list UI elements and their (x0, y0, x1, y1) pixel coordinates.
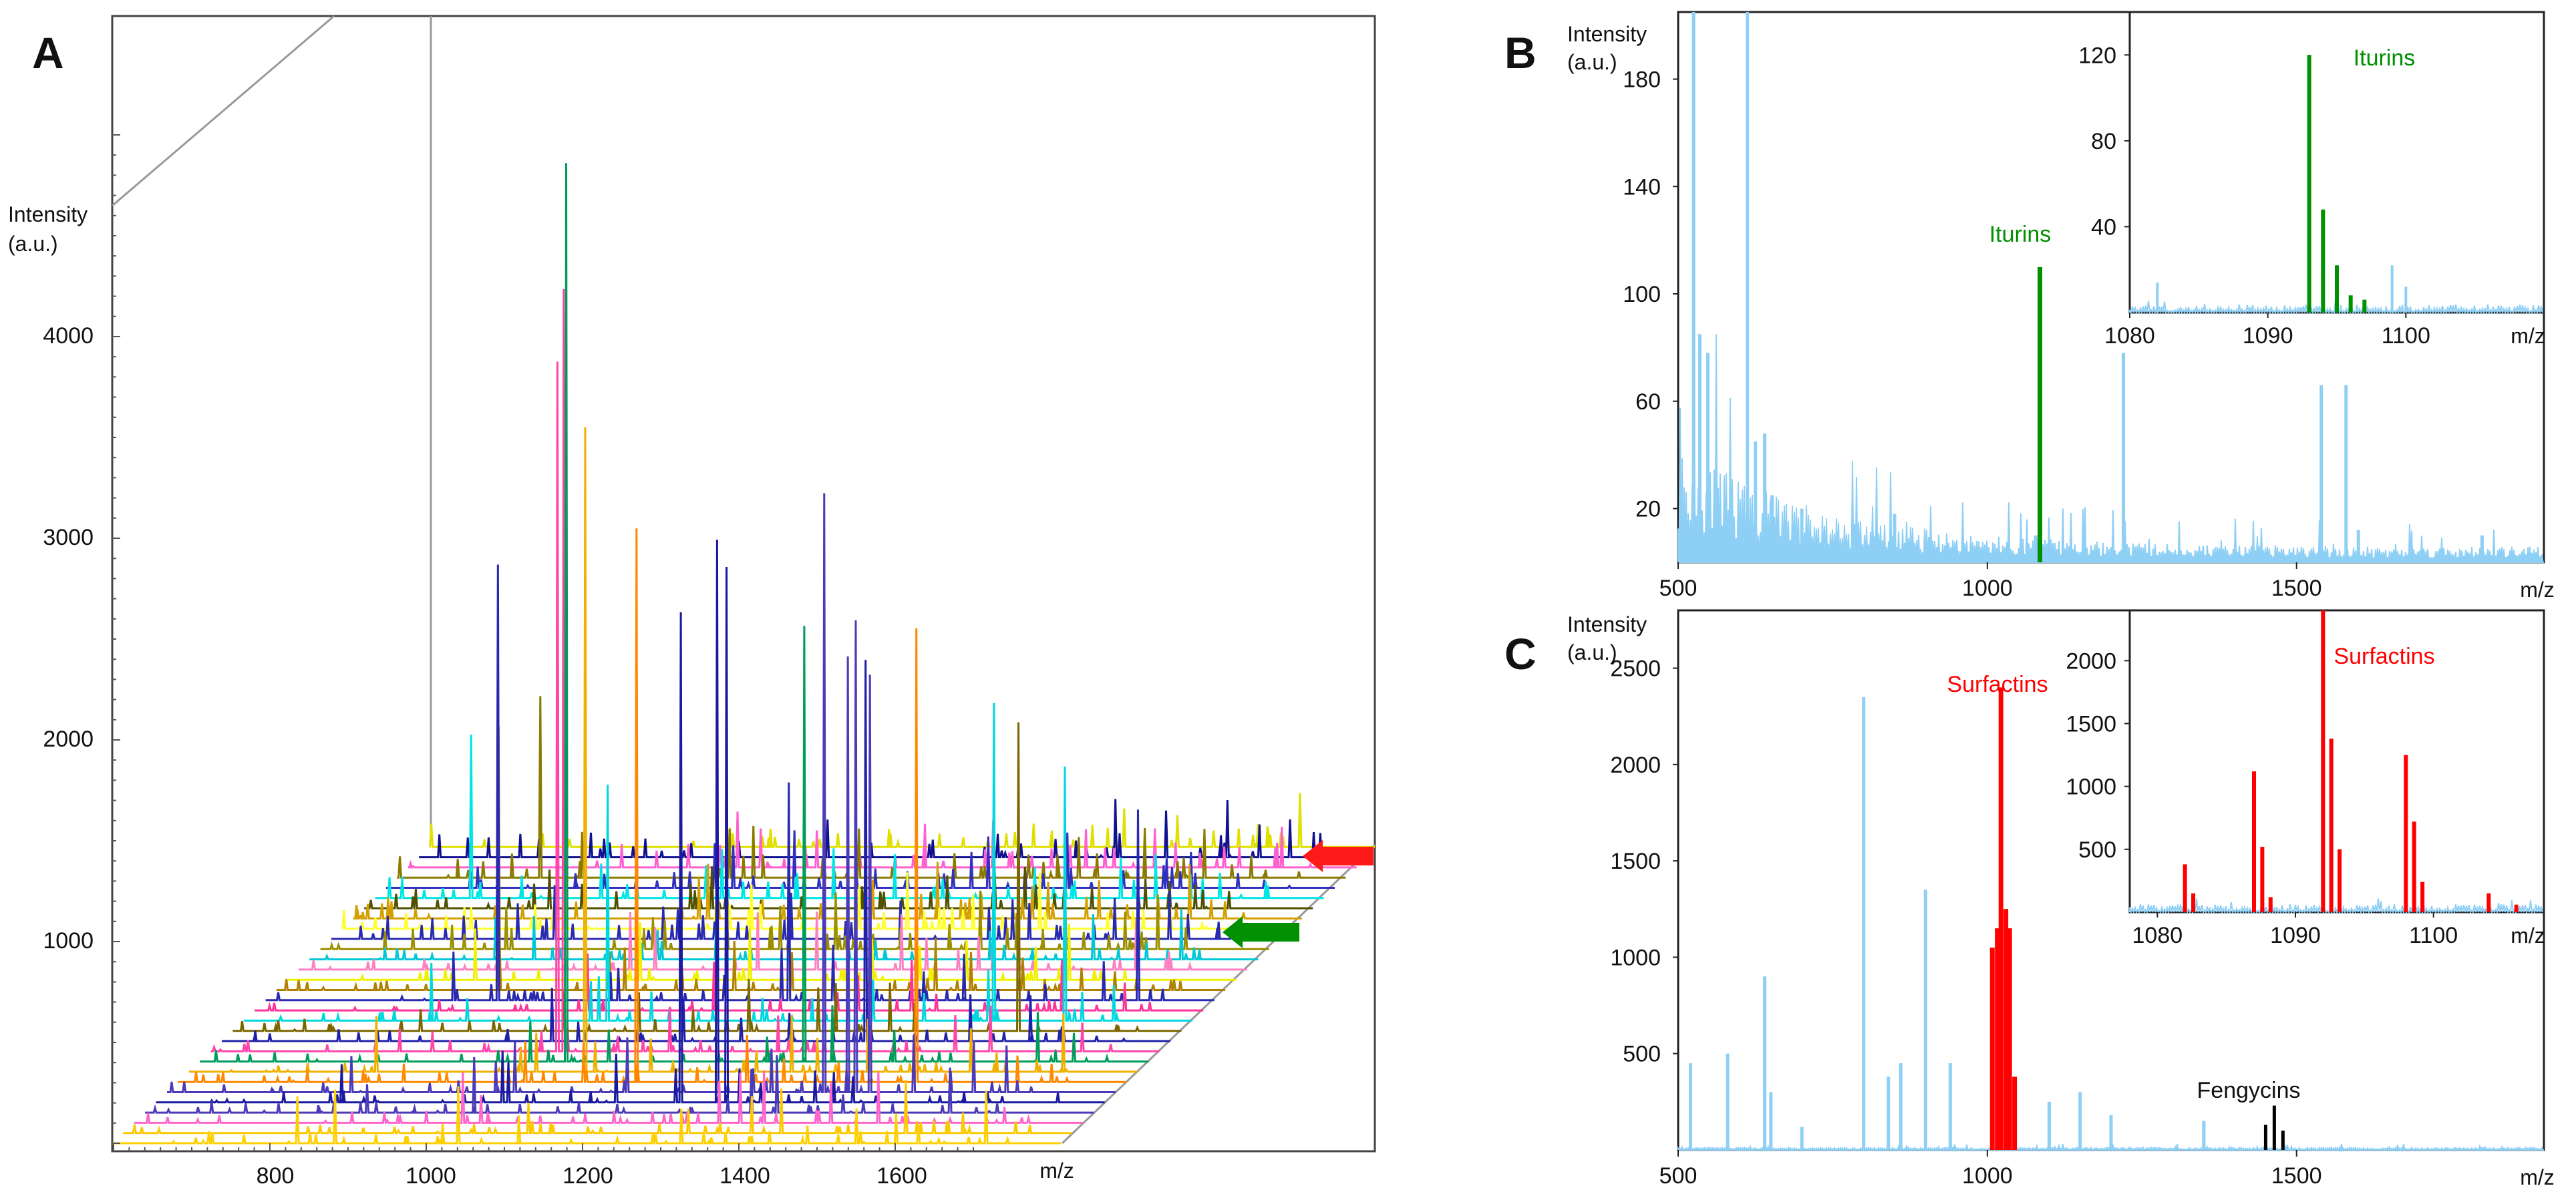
panel-a-y-label: (a.u.) (8, 232, 58, 256)
panel-a-spectrum-series (156, 540, 1105, 1104)
panel-b-x-tick: 1500 (2271, 576, 2322, 601)
panel-a-arrow (1223, 916, 1299, 948)
panel-a-spectrum-series (255, 953, 1204, 1012)
panel-a-x-axis: 800 1000 1200 1400 1600 m/z (257, 1159, 1074, 1189)
panel-c-inset-x-label: m/z (2511, 924, 2545, 948)
panel-b-y-tick: 100 (1623, 282, 1661, 307)
panel-b-baseline-noise (1677, 334, 2544, 563)
panel-a-arrows (1223, 840, 1374, 948)
panel-a-y-tick: 1000 (43, 928, 94, 954)
panel-a-y-label: Intensity (8, 202, 88, 226)
panel-c-annotation: Surfactins (1947, 672, 2048, 697)
panel-a-spectrum-series (145, 1055, 1094, 1114)
panel-b-x-tick: 500 (1659, 576, 1698, 601)
panel-a-floor-edge-line (1061, 843, 1376, 1145)
panel-c-inset-baseline-noise (2129, 898, 2543, 915)
panel-a-spectrum-series (429, 793, 1375, 848)
panel-b-x-tick: 1000 (1962, 576, 2013, 601)
panel-b-inset-x-label: m/z (2511, 324, 2545, 348)
panel-a-spectrum-series (331, 885, 1280, 940)
panel-c-y-tick: 500 (1623, 1042, 1661, 1067)
panel-b: B Intensity (a.u.) 500 1000 1500 20 60 100 140… (1504, 11, 2555, 602)
panel-a-spectrum-series (123, 1080, 1072, 1135)
panel-a-y-axis: Intensity (a.u.) 1000 2000 3000 4000 (8, 134, 974, 1151)
panel-c-inset-x-tick: 1080 (2132, 923, 2183, 948)
panel-c-inset-x-tick: 1090 (2270, 923, 2321, 948)
panel-c-y-tick: 2000 (1610, 753, 1661, 778)
panel-a-spectrum-series (112, 1086, 1061, 1145)
panel-a-spectrum-series (210, 288, 1160, 1052)
panel-a-spectrum-series (277, 727, 1225, 991)
panel-b-inset-x-tick: 1080 (2104, 323, 2155, 349)
panel-c-inset-y-tick: 1000 (2066, 775, 2116, 800)
panel-c-inset-y-tick: 2000 (2066, 648, 2116, 674)
panel-a-x-tick: 1600 (876, 1163, 927, 1189)
panel-a-frame (111, 15, 1376, 1153)
panel-b-y-tick: 20 (1635, 497, 1661, 522)
panel-a-spectrum-series (178, 528, 1127, 1083)
panel-b-inset-frame (2128, 11, 2545, 314)
panel-b-y-label: (a.u.) (1567, 50, 1617, 74)
panel-c-x-tick: 1500 (2271, 1163, 2322, 1189)
panel-c-y-tick: 1500 (1610, 849, 1661, 874)
panel-a-spectra (112, 163, 1375, 1145)
panel-c-letter: C (1504, 629, 1537, 678)
panel-b-y-label: Intensity (1567, 22, 1647, 46)
panel-a-spectrum-series (397, 696, 1346, 879)
panel-a-y-tick: 4000 (43, 323, 94, 349)
panel-b-inset-x-tick: 1100 (2382, 323, 2430, 349)
panel-b-annotation: Iturins (1989, 222, 2052, 247)
panel-c-x-tick: 1000 (1962, 1163, 2013, 1189)
panel-c-y-tick: 1000 (1610, 945, 1661, 970)
panel-a-spectrum-series (167, 493, 1116, 1093)
panel-c-inset-y-tick: 500 (2078, 837, 2116, 863)
panel-b-inset-y-tick: 40 (2091, 214, 2116, 240)
panel-c-inset-frame (2128, 609, 2545, 914)
panel-c-y-label: (a.u.) (1567, 640, 1617, 664)
panel-a-y-tick: 2000 (43, 727, 94, 752)
panel-c-annotation-2: Fengycins (2197, 1078, 2301, 1103)
panel-b-inset: 1080 1090 1100 40 80 120 m/z Iturins (2078, 11, 2545, 349)
panel-a-x-tick: 800 (257, 1163, 295, 1189)
panel-b-inset-annotation: Iturins (2354, 45, 2416, 71)
panel-b-x-label: m/z (2520, 578, 2555, 602)
panel-b-inset-y-tick: 80 (2091, 129, 2116, 154)
panel-a-spectrum-series (222, 660, 1170, 1042)
panel-a-perspective-line-top (112, 15, 335, 207)
panel-a-spectrum-series (232, 722, 1182, 1032)
panel-c-inset-x-tick: 1100 (2409, 923, 2458, 948)
panel-a-spectrum-series (243, 703, 1192, 1022)
panel-a-y-tick: 3000 (43, 525, 94, 550)
panel-a-minor-ticks (112, 134, 974, 1151)
panel-a-spectrum-series (265, 564, 1215, 1002)
panel-a-spectrum-series (375, 735, 1324, 899)
panel-a-spectrum-series (134, 1070, 1083, 1124)
panel-c-x-label: m/z (2520, 1165, 2555, 1189)
panel-b-y-tick: 60 (1635, 389, 1661, 415)
panel-a-letter: A (32, 28, 64, 77)
panel-c-x-tick: 500 (1659, 1163, 1698, 1189)
panel-b-inset-x-tick: 1090 (2243, 323, 2293, 349)
panel-a-spectrum-series (188, 427, 1138, 1073)
panel-b-y-tick: 140 (1623, 174, 1661, 200)
panel-a-spectrum-series (353, 861, 1302, 921)
panel-b-letter: B (1504, 28, 1537, 77)
panel-c: C Intensity (a.u.) 500 1000 1500 500 1000 150… (1504, 609, 2555, 1189)
panel-a-spectrum-series (364, 866, 1313, 910)
panel-a-x-tick: 1200 (562, 1163, 613, 1189)
panel-b-y-tick: 180 (1623, 67, 1661, 92)
panel-c-y-label: Intensity (1567, 612, 1647, 636)
panel-a-x-tick: 1000 (406, 1163, 456, 1189)
panel-a-spectrum-series (341, 872, 1291, 930)
panel-c-y-tick: 2500 (1610, 656, 1661, 682)
panel-a-arrow (1303, 840, 1374, 872)
panel-b-inset-y-tick: 120 (2078, 43, 2116, 68)
panel-a-x-tick: 1400 (719, 1163, 770, 1189)
panel-c-inset-y-tick: 1500 (2066, 712, 2116, 737)
panel-a-x-label: m/z (1039, 1159, 1074, 1183)
panel-c-inset: 1080 1090 1100 500 1000 1500 2000 m/z Surfactins (2066, 609, 2545, 948)
panel-a: A 800 1000 1200 1400 1600 m/z Intensity … (8, 15, 1376, 1189)
panel-c-inset-annotation: Surfactins (2333, 644, 2434, 669)
